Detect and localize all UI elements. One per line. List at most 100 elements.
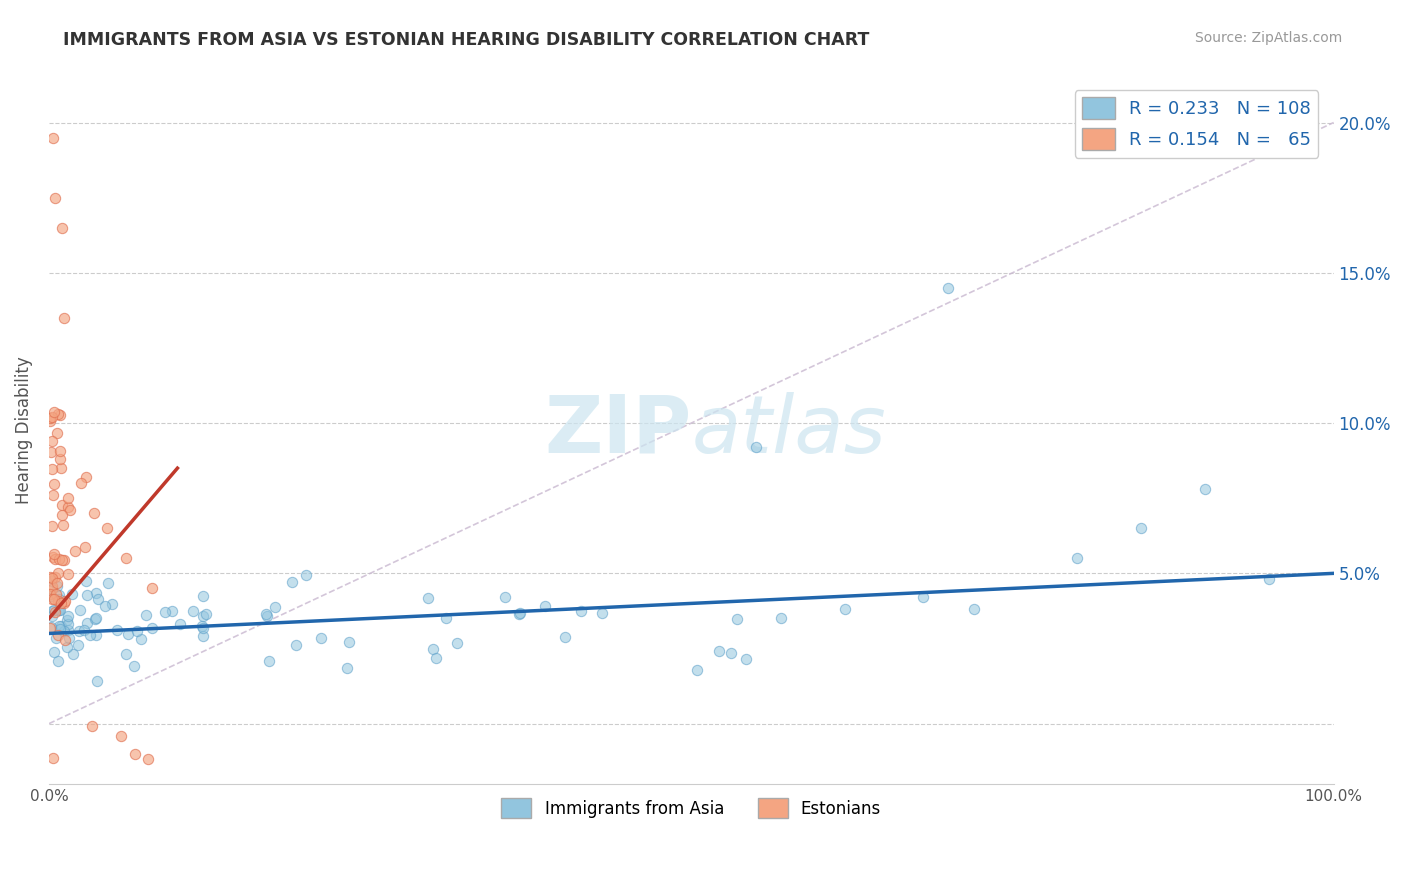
Point — [416, 591, 439, 605]
Point — [48, 603, 70, 617]
Point — [76, 615, 98, 630]
Point — [51, 498, 73, 512]
Point — [94, 599, 117, 613]
Point — [39, 590, 62, 604]
Y-axis label: Hearing Disability: Hearing Disability — [15, 357, 32, 505]
Point — [49, 622, 72, 636]
Point — [63, 543, 86, 558]
Point — [49, 603, 72, 617]
Point — [58, 491, 80, 506]
Point — [52, 553, 75, 567]
Point — [257, 654, 280, 668]
Point — [254, 607, 277, 621]
Point — [41, 409, 63, 424]
Point — [339, 635, 361, 649]
Point — [191, 621, 214, 635]
Point — [48, 552, 70, 566]
Point — [41, 582, 63, 596]
Point — [191, 589, 214, 603]
Point — [936, 281, 959, 295]
Point — [51, 596, 73, 610]
Point — [84, 586, 107, 600]
Point — [45, 579, 67, 593]
Point — [67, 638, 90, 652]
Point — [83, 506, 105, 520]
Point — [41, 579, 63, 593]
Point — [46, 654, 69, 668]
Point — [117, 627, 139, 641]
Point — [41, 620, 63, 634]
Point — [97, 575, 120, 590]
Point — [41, 609, 63, 624]
Point — [281, 575, 304, 590]
Point — [58, 500, 80, 514]
Text: Source: ZipAtlas.com: Source: ZipAtlas.com — [1195, 31, 1343, 45]
Point — [508, 607, 530, 622]
Point — [285, 638, 308, 652]
Point — [720, 646, 742, 660]
Point — [295, 567, 318, 582]
Point — [62, 647, 84, 661]
Text: ZIP: ZIP — [544, 392, 692, 469]
Point — [44, 605, 66, 619]
Point — [46, 628, 69, 642]
Point — [73, 540, 96, 554]
Point — [41, 462, 63, 476]
Point — [39, 587, 62, 601]
Point — [55, 613, 77, 627]
Point — [84, 612, 107, 626]
Point — [51, 619, 73, 633]
Point — [44, 547, 66, 561]
Point — [124, 747, 146, 761]
Point — [73, 624, 96, 638]
Point — [48, 619, 70, 633]
Point — [1194, 482, 1216, 496]
Point — [58, 631, 80, 645]
Point — [509, 606, 531, 620]
Point — [80, 719, 103, 733]
Point — [125, 624, 148, 639]
Point — [195, 607, 218, 621]
Point — [135, 607, 157, 622]
Point — [46, 603, 69, 617]
Point — [422, 642, 444, 657]
Point — [122, 659, 145, 673]
Point — [41, 434, 63, 449]
Point — [75, 470, 97, 484]
Point — [181, 604, 204, 618]
Point — [425, 651, 447, 665]
Point — [84, 611, 107, 625]
Point — [41, 519, 63, 533]
Point — [41, 574, 63, 588]
Point — [735, 651, 758, 665]
Point — [39, 411, 62, 425]
Point — [770, 611, 793, 625]
Point — [52, 518, 75, 533]
Point — [44, 570, 66, 584]
Point — [44, 551, 66, 566]
Point — [86, 591, 108, 606]
Point — [44, 603, 66, 617]
Point — [834, 602, 856, 616]
Point — [62, 587, 84, 601]
Point — [110, 729, 132, 743]
Point — [46, 575, 69, 590]
Point — [162, 603, 184, 617]
Point — [42, 130, 65, 145]
Point — [75, 574, 97, 589]
Point — [309, 632, 332, 646]
Point — [53, 624, 76, 639]
Point — [1258, 573, 1281, 587]
Point — [39, 587, 62, 601]
Point — [446, 636, 468, 650]
Point — [744, 440, 766, 454]
Point — [336, 661, 359, 675]
Point — [911, 591, 934, 605]
Point — [56, 623, 79, 637]
Point — [114, 647, 136, 661]
Point — [534, 599, 557, 613]
Point — [39, 621, 62, 635]
Point — [141, 582, 163, 596]
Point — [56, 566, 79, 581]
Point — [153, 605, 176, 619]
